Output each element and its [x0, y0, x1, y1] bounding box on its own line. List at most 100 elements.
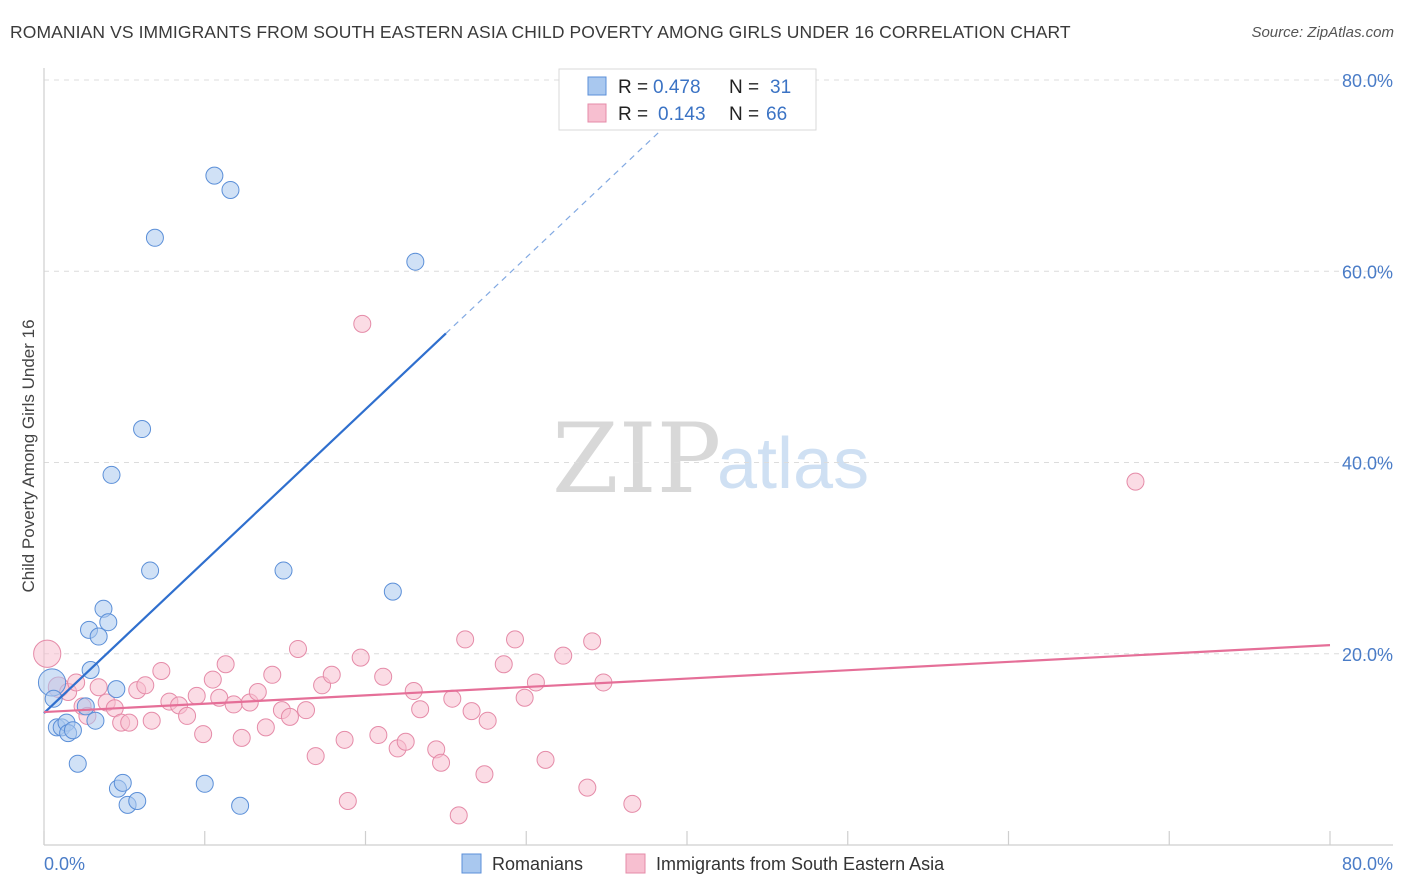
- immigrants-swatch: [587, 103, 607, 123]
- grid-lines: [44, 79, 1393, 655]
- immigrants-point: [536, 750, 555, 769]
- immigrants-point: [306, 747, 325, 766]
- immigrants-point: [462, 702, 481, 721]
- immigrants-point: [494, 655, 513, 674]
- romanians-point: [63, 721, 82, 740]
- immigrants-point: [515, 688, 534, 707]
- immigrants-point: [369, 726, 388, 745]
- immigrants-point: [411, 700, 430, 719]
- immigrants-point: [256, 718, 275, 737]
- scatter-points: [33, 166, 1145, 825]
- immigrants-point: [353, 314, 372, 333]
- legend-immigrants-label: Immigrants from South Eastern Asia: [656, 854, 945, 874]
- immigrants-point: [578, 778, 597, 797]
- y-tick-label: 20.0%: [1342, 645, 1393, 665]
- romanians-point: [99, 613, 118, 632]
- immigrants-point: [232, 728, 251, 747]
- immigrants-point: [136, 676, 155, 695]
- romanians-point: [113, 773, 132, 792]
- x-axis-ticks: [43, 831, 1331, 845]
- immigrants-point: [194, 725, 213, 744]
- immigrants-point: [187, 686, 206, 705]
- legend-r-label-1: R =: [618, 77, 648, 98]
- romanians-point: [383, 582, 402, 601]
- immigrants-point: [432, 753, 451, 772]
- romanians-point: [145, 228, 164, 247]
- immigrants-point: [478, 711, 497, 730]
- romanians-point: [231, 796, 250, 815]
- stats-legend: R = 0.478 N = 31 R = 0.143 N = 66: [558, 68, 817, 131]
- chart-title: ROMANIAN VS IMMIGRANTS FROM SOUTH EASTER…: [10, 22, 1071, 42]
- romanians-point: [406, 252, 425, 271]
- series-legend: Romanians Immigrants from South Eastern …: [461, 853, 945, 874]
- immigrants-point: [505, 630, 524, 649]
- romanians-point: [205, 166, 224, 185]
- y-axis-tick-labels: 20.0% 40.0% 60.0% 80.0%: [1342, 71, 1393, 665]
- y-tick-label: 40.0%: [1342, 454, 1393, 474]
- romanians-point: [107, 680, 126, 699]
- immigrants-point: [280, 707, 299, 726]
- immigrants-point: [288, 639, 307, 658]
- legend-romanians-swatch: [461, 853, 482, 874]
- immigrants-point: [449, 806, 468, 825]
- immigrants-point: [203, 670, 222, 689]
- romanians-point: [141, 561, 160, 580]
- immigrants-point: [475, 765, 494, 784]
- immigrants-point: [142, 711, 161, 730]
- romanians-point: [221, 180, 240, 199]
- romanians-point: [102, 465, 121, 484]
- y-axis-label: Child Poverty Among Girls Under 16: [19, 319, 38, 592]
- immigrants-point: [297, 701, 316, 720]
- romanians-point: [274, 561, 293, 580]
- immigrants-point: [178, 706, 197, 725]
- romanians-point: [128, 792, 147, 811]
- immigrants-point: [152, 661, 171, 680]
- immigrants-point: [456, 630, 475, 649]
- romanians-trend-line: [43, 332, 447, 714]
- immigrants-point: [248, 683, 267, 701]
- immigrants-point: [33, 639, 62, 668]
- legend-r-value-2: 0.143: [658, 104, 706, 125]
- legend-r-label-2: R =: [618, 104, 648, 125]
- immigrants-point: [216, 655, 235, 674]
- immigrants-point: [351, 648, 370, 667]
- x-tick-label-min: 0.0%: [44, 854, 85, 874]
- immigrants-point: [554, 646, 573, 665]
- legend-n-value-1: 31: [770, 77, 791, 98]
- immigrants-point: [443, 689, 462, 708]
- watermark-atlas: atlas: [717, 424, 869, 504]
- immigrants-point: [404, 682, 423, 701]
- romanians-point: [76, 697, 95, 716]
- y-tick-label: 60.0%: [1342, 262, 1393, 282]
- romanians-point: [86, 711, 105, 730]
- romanians-point: [133, 420, 152, 439]
- immigrants-point: [322, 665, 341, 684]
- immigrants-point: [623, 794, 642, 813]
- immigrants-point: [120, 713, 139, 732]
- immigrants-trend-line: [43, 644, 1331, 714]
- legend-n-label-2: N =: [729, 104, 759, 125]
- immigrants-point: [89, 678, 108, 697]
- y-tick-label: 80.0%: [1342, 71, 1393, 91]
- immigrants-point: [224, 695, 243, 714]
- watermark: ZIP atlas: [552, 403, 869, 515]
- trend-lines: [43, 97, 1331, 714]
- legend-n-value-2: 66: [766, 104, 787, 125]
- legend-immigrants-swatch: [625, 853, 646, 874]
- immigrants-point: [1126, 472, 1145, 491]
- immigrants-point: [374, 667, 393, 686]
- romanians-point: [195, 774, 214, 793]
- legend-r-value-1: 0.478: [653, 77, 701, 98]
- immigrants-point: [396, 732, 415, 751]
- immigrants-point: [338, 792, 357, 811]
- source-credit: Source: ZipAtlas.com: [1251, 24, 1394, 41]
- romanians-point: [44, 689, 63, 708]
- immigrants-point: [583, 632, 602, 651]
- legend-n-label-1: N =: [729, 77, 759, 98]
- legend-romanians-label: Romanians: [492, 854, 583, 874]
- immigrants-point: [335, 730, 354, 749]
- immigrants-point: [263, 665, 282, 684]
- watermark-zip: ZIP: [552, 403, 721, 515]
- romanians-point: [68, 754, 87, 773]
